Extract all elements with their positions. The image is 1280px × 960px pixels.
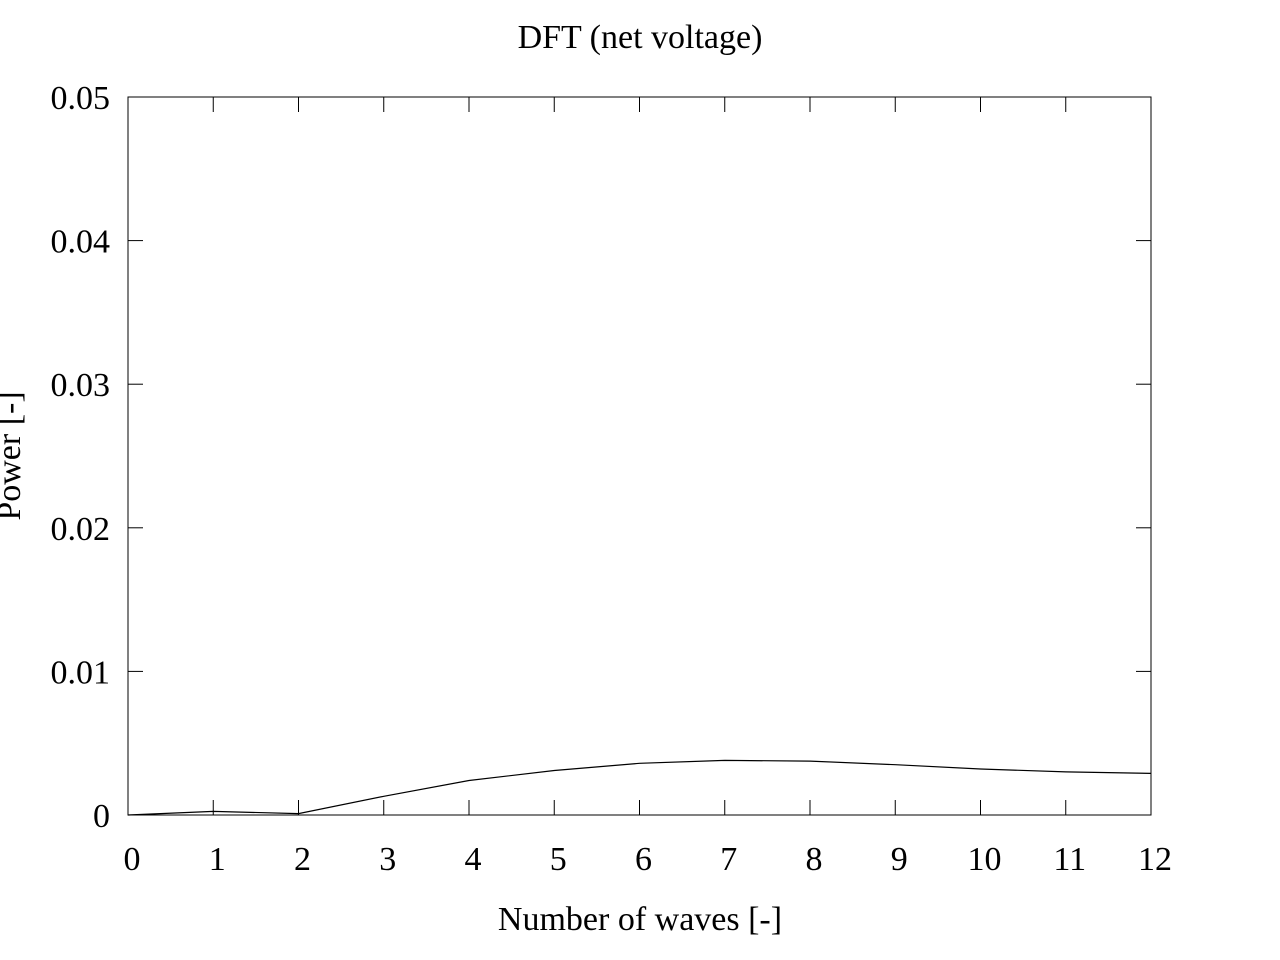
series-line: [127, 759, 1152, 816]
x-tick-label: 7: [720, 841, 737, 878]
x-tick-label: 9: [891, 841, 908, 878]
x-tick-label: 6: [635, 841, 652, 878]
x-tick-label: 11: [1053, 841, 1086, 878]
y-tick-label: 0: [93, 798, 110, 835]
series-layer: [127, 759, 1152, 816]
x-tick-label: 8: [806, 841, 823, 878]
y-tick-label: 0.05: [51, 80, 111, 117]
x-tick-label: 3: [379, 841, 396, 878]
plot-frame: [127, 96, 1152, 816]
x-tick-label: 12: [1138, 841, 1172, 878]
x-tick-label: 4: [465, 841, 482, 878]
x-tick-label: 10: [968, 841, 1002, 878]
x-tick-label: 2: [294, 841, 311, 878]
y-axis-label: Power [-]: [0, 391, 28, 520]
x-axis-label: Number of waves [-]: [498, 901, 782, 938]
x-tick-label: 5: [550, 841, 567, 878]
y-tick-label: 0.03: [51, 367, 111, 404]
y-tick-label: 0.04: [51, 224, 111, 261]
y-tick-label: 0.02: [51, 511, 111, 548]
y-tick-label: 0.01: [51, 654, 111, 691]
chart-title: DFT (net voltage): [518, 19, 763, 56]
x-tick-label: 0: [124, 841, 141, 878]
x-tick-label: 1: [209, 841, 226, 878]
